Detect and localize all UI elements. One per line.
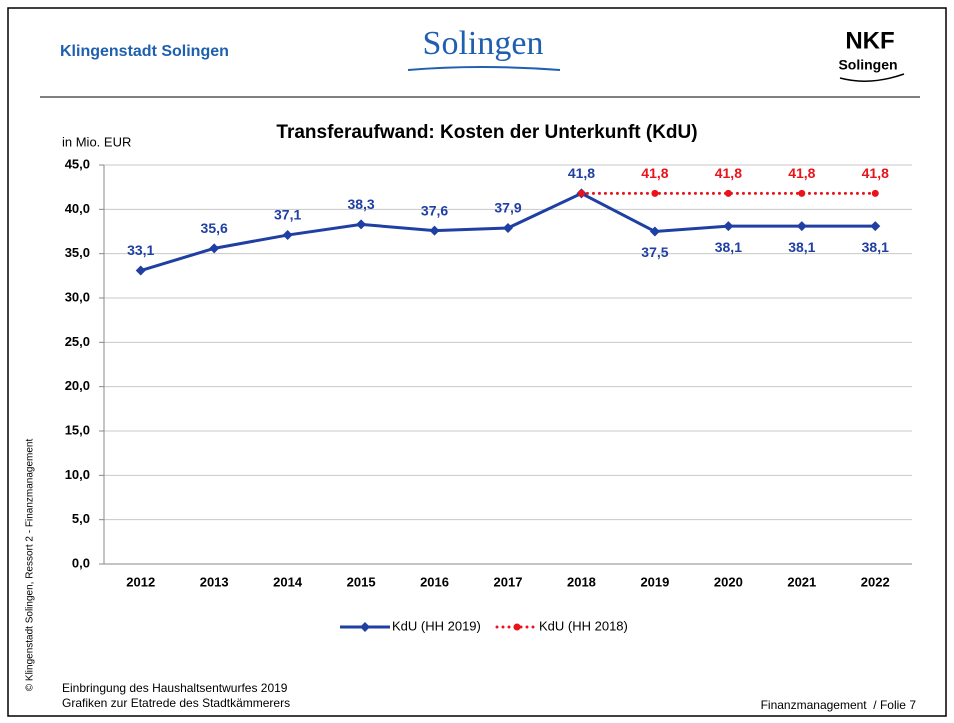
logo-swoosh — [407, 66, 561, 71]
legend-marker — [513, 623, 521, 631]
data-label: 38,3 — [347, 196, 374, 212]
data-label: 35,6 — [201, 220, 228, 236]
data-label: 37,5 — [641, 244, 668, 260]
x-tick-label: 2013 — [200, 574, 229, 589]
point — [724, 189, 732, 197]
y-tick-label: 45,0 — [65, 156, 90, 171]
y-tick-label: 15,0 — [65, 422, 90, 437]
side-note: © Klingenstadt Solingen, Ressort 2 - Fin… — [25, 439, 36, 692]
x-tick-label: 2014 — [273, 574, 303, 589]
footer-right: Finanzmanagement / Folie 7 — [761, 698, 917, 712]
x-tick-label: 2021 — [787, 574, 816, 589]
chart-title: Transferaufwand: Kosten der Unterkunft (… — [276, 122, 697, 143]
x-tick-label: 2018 — [567, 574, 596, 589]
data-label: 37,9 — [494, 200, 521, 216]
logo: Solingen — [423, 25, 544, 62]
data-label: 41,8 — [788, 165, 815, 181]
data-label: 33,1 — [127, 242, 154, 258]
legend-marker — [360, 622, 370, 632]
x-tick-label: 2017 — [494, 574, 523, 589]
x-tick-label: 2020 — [714, 574, 743, 589]
y-tick-label: 35,0 — [65, 245, 90, 260]
point — [577, 189, 585, 197]
x-tick-label: 2019 — [640, 574, 669, 589]
x-tick-label: 2022 — [861, 574, 890, 589]
x-tick-label: 2012 — [126, 574, 155, 589]
header-title: Klingenstadt Solingen — [60, 43, 229, 60]
point — [503, 222, 513, 233]
point — [798, 189, 806, 197]
x-tick-label: 2015 — [347, 574, 376, 589]
point — [429, 225, 440, 236]
point — [651, 189, 659, 197]
nkf-swoosh — [839, 73, 905, 82]
point — [871, 189, 879, 197]
point — [282, 230, 293, 241]
point — [209, 243, 220, 254]
y-tick-label: 25,0 — [65, 334, 90, 349]
point — [796, 221, 807, 232]
footer-line: Grafiken zur Etatrede des Stadtkämmerers — [62, 696, 290, 710]
point — [135, 265, 146, 276]
data-label: 38,1 — [862, 239, 889, 255]
footer-line: Einbringung des Haushaltsentwurfes 2019 — [62, 681, 288, 695]
y-tick-label: 0,0 — [72, 555, 90, 570]
nkf-logo: NKF — [845, 27, 894, 54]
y-tick-label: 10,0 — [65, 467, 90, 482]
data-label: 41,8 — [715, 165, 742, 181]
y-tick-label: 20,0 — [65, 378, 90, 393]
data-label: 41,8 — [641, 165, 668, 181]
x-tick-label: 2016 — [420, 574, 449, 589]
y-tick-label: 40,0 — [65, 201, 90, 216]
data-label: 41,8 — [568, 165, 595, 181]
point — [870, 221, 881, 232]
point — [649, 226, 660, 237]
point — [356, 219, 367, 230]
data-label: 37,1 — [274, 207, 301, 223]
legend-label: KdU (HH 2018) — [539, 618, 628, 633]
y-axis-label: in Mio. EUR — [62, 134, 131, 149]
point — [723, 221, 734, 232]
y-tick-label: 30,0 — [65, 289, 90, 304]
y-tick-label: 5,0 — [72, 511, 90, 526]
data-label: 38,1 — [788, 239, 815, 255]
data-label: 37,6 — [421, 202, 448, 218]
data-label: 38,1 — [715, 239, 742, 255]
nkf-sub: Solingen — [838, 57, 897, 73]
slide-border — [7, 7, 947, 717]
legend-label: KdU (HH 2019) — [392, 618, 481, 633]
data-label: 41,8 — [862, 165, 889, 181]
